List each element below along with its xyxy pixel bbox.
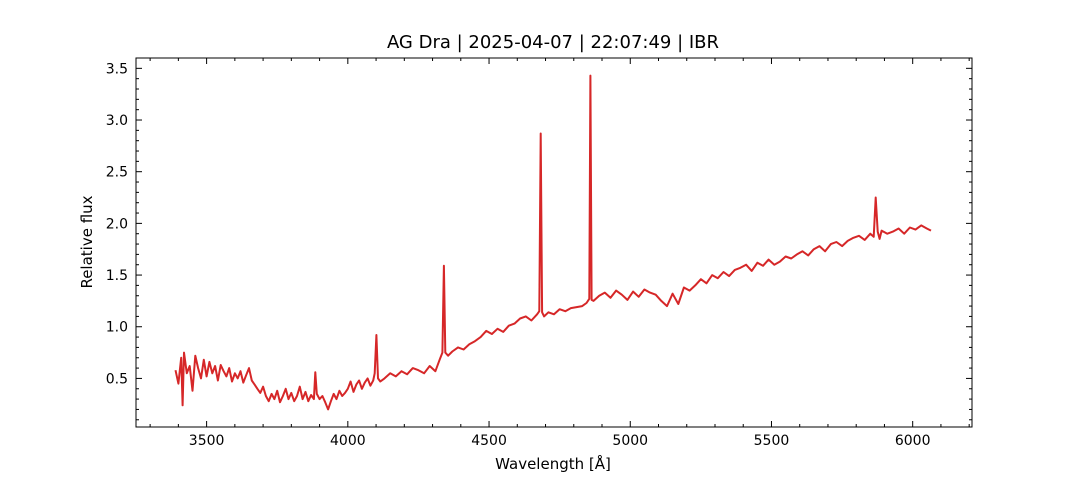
x-tick-label: 4000 bbox=[330, 433, 366, 449]
y-axis: 0.5 1.0 1.5 2.0 2.5 3.0 3.5 bbox=[106, 61, 972, 421]
axes-frame bbox=[135, 57, 973, 428]
x-tick-label: 6000 bbox=[895, 433, 931, 449]
x-axis: 3500 4000 4500 5000 5500 6000 bbox=[149, 58, 970, 449]
y-tick-label: 1.0 bbox=[106, 320, 128, 336]
y-tick-label: 2.0 bbox=[106, 216, 128, 232]
y-tick-label: 3.5 bbox=[106, 61, 128, 77]
x-tick-label: 3500 bbox=[189, 433, 225, 449]
x-tick-label: 5500 bbox=[754, 433, 790, 449]
chart-title: AG Dra | 2025-04-07 | 22:07:49 | IBR bbox=[387, 32, 719, 53]
y-axis-label: Relative flux bbox=[78, 195, 96, 288]
y-tick-label: 2.5 bbox=[106, 165, 128, 181]
spectrum-line bbox=[174, 74, 932, 411]
x-axis-label: Wavelength [Å] bbox=[495, 454, 611, 473]
plot-area bbox=[135, 57, 973, 428]
y-tick-label: 1.5 bbox=[106, 268, 128, 284]
y-tick-label: 0.5 bbox=[106, 371, 128, 387]
x-tick-label: 4500 bbox=[471, 433, 507, 449]
y-tick-label: 3.0 bbox=[106, 113, 128, 129]
x-tick-label: 5000 bbox=[612, 433, 648, 449]
